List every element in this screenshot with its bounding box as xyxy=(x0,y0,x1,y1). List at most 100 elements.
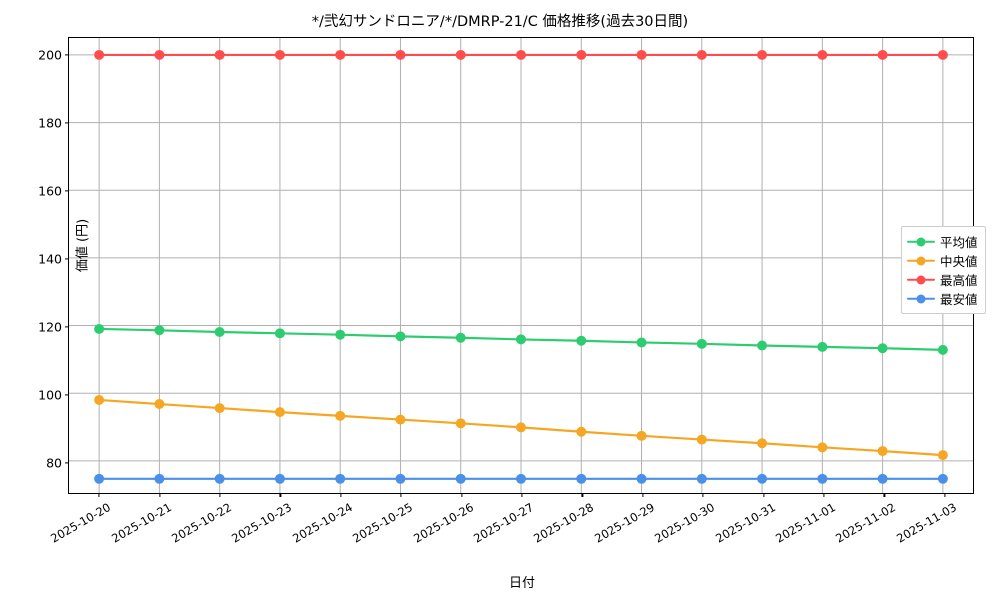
series-data-point xyxy=(154,325,165,336)
x-tick-mark xyxy=(400,493,402,497)
series-data-point xyxy=(696,49,707,60)
series-data-point xyxy=(817,442,828,453)
y-tick-label: 180 xyxy=(38,115,62,131)
series-data-point xyxy=(877,446,888,457)
series-data-point xyxy=(696,434,707,445)
y-axis-label: 価値 (円) xyxy=(75,218,91,273)
series-data-point xyxy=(154,399,165,410)
x-tick-mark xyxy=(642,493,644,497)
x-tick-mark xyxy=(883,493,885,497)
series-data-point xyxy=(214,403,225,414)
series-data-point xyxy=(455,49,466,60)
y-tick-label: 200 xyxy=(38,47,62,63)
x-tick-label: 2025-10-26 xyxy=(410,500,476,546)
series-data-point xyxy=(877,473,888,484)
series-data-point xyxy=(395,49,406,60)
legend-marker-icon xyxy=(907,274,935,286)
series-data-point xyxy=(94,394,105,405)
series-data-point xyxy=(817,49,828,60)
y-tick-mark xyxy=(65,54,69,56)
series-data-point xyxy=(817,473,828,484)
series-data-point xyxy=(576,335,587,346)
x-tick-mark xyxy=(279,493,281,497)
legend-item-3[interactable]: 最安値 xyxy=(907,289,978,308)
x-tick-label: 2025-10-31 xyxy=(712,500,778,546)
series-data-point xyxy=(335,410,346,421)
chart-title: */弐幻サンドロニア/*/DMRP-21/C 価格推移(過去30日間) xyxy=(311,14,689,30)
series-data-point xyxy=(516,49,526,60)
series-data-point xyxy=(154,473,165,484)
series-data-point xyxy=(937,49,948,60)
x-tick-mark xyxy=(702,493,704,497)
series-data-point xyxy=(937,473,948,484)
x-tick-label: 2025-10-25 xyxy=(350,500,416,546)
x-axis-label: 日付 xyxy=(508,576,535,591)
legend-marker-icon xyxy=(907,255,935,267)
x-tick-label: 2025-10-29 xyxy=(591,500,657,546)
plot-area: 80 100 120 140 160 180 200 2025-10-20 2025-10-2… xyxy=(38,37,974,591)
y-tick-mark xyxy=(65,190,69,192)
series-data-point xyxy=(274,407,285,418)
legend-label: 最安値 xyxy=(940,292,978,307)
x-tick-mark xyxy=(340,493,342,497)
series-data-point xyxy=(214,326,225,337)
x-tick-mark xyxy=(521,493,523,497)
chart-legend: 平均値中央値最高値最安値 xyxy=(901,226,986,314)
x-tick-label: 2025-11-02 xyxy=(833,500,899,546)
x-tick-mark xyxy=(944,493,946,497)
series-data-point xyxy=(877,49,888,60)
y-tick-label: 140 xyxy=(38,251,62,267)
y-tick-label: 160 xyxy=(38,183,62,199)
y-tick-mark xyxy=(65,394,69,396)
x-tick-label: 2025-10-22 xyxy=(169,500,234,546)
legend-marker-icon xyxy=(907,293,935,305)
series-data-point xyxy=(214,49,225,60)
series-data-point xyxy=(94,323,105,334)
series-data-point xyxy=(937,450,948,461)
series-data-point xyxy=(817,341,828,352)
x-tick-label: 2025-11-03 xyxy=(893,500,959,546)
series-data-point xyxy=(757,49,768,60)
series-data-point xyxy=(274,328,285,339)
series-data-point xyxy=(516,334,526,345)
series-data-point xyxy=(455,473,466,484)
series-data-point xyxy=(516,473,526,484)
series-data-point xyxy=(937,344,948,355)
x-tick-label: 2025-10-24 xyxy=(289,500,355,546)
y-tick-label: 100 xyxy=(38,387,62,403)
series-data-point xyxy=(274,49,285,60)
series-data-point xyxy=(395,473,406,484)
x-tick-mark xyxy=(219,493,221,497)
legend-item-0[interactable]: 平均値 xyxy=(907,232,978,251)
legend-item-1[interactable]: 中央値 xyxy=(907,251,978,270)
legend-label: 最高値 xyxy=(940,273,978,288)
series-data-point xyxy=(636,337,647,348)
series-data-point xyxy=(696,338,707,349)
legend-label: 中央値 xyxy=(940,254,978,269)
x-tick-mark xyxy=(763,493,765,497)
legend-item-2[interactable]: 最高値 xyxy=(907,270,978,289)
series-data-point xyxy=(94,49,105,60)
series-data-point xyxy=(516,422,526,433)
x-tick-label: 2025-10-30 xyxy=(652,500,718,546)
series-data-point xyxy=(576,426,587,437)
series-data-point xyxy=(576,473,587,484)
x-tick-label: 2025-10-20 xyxy=(48,500,114,546)
series-data-point xyxy=(395,331,406,342)
series-data-point xyxy=(636,430,647,441)
series-data-point xyxy=(455,332,466,343)
series-data-point xyxy=(757,438,768,449)
y-tick-label: 120 xyxy=(38,319,62,335)
series-data-point xyxy=(274,473,285,484)
series-data-point xyxy=(757,340,768,351)
series-data-point xyxy=(395,414,406,425)
series-data-point xyxy=(877,343,888,354)
legend-marker-icon xyxy=(907,236,935,248)
y-tick-mark xyxy=(65,326,69,328)
series-data-point xyxy=(154,49,165,60)
x-tick-label: 2025-11-01 xyxy=(773,500,838,546)
series-data-point xyxy=(636,473,647,484)
series-data-point xyxy=(636,49,647,60)
series-data-point xyxy=(696,473,707,484)
